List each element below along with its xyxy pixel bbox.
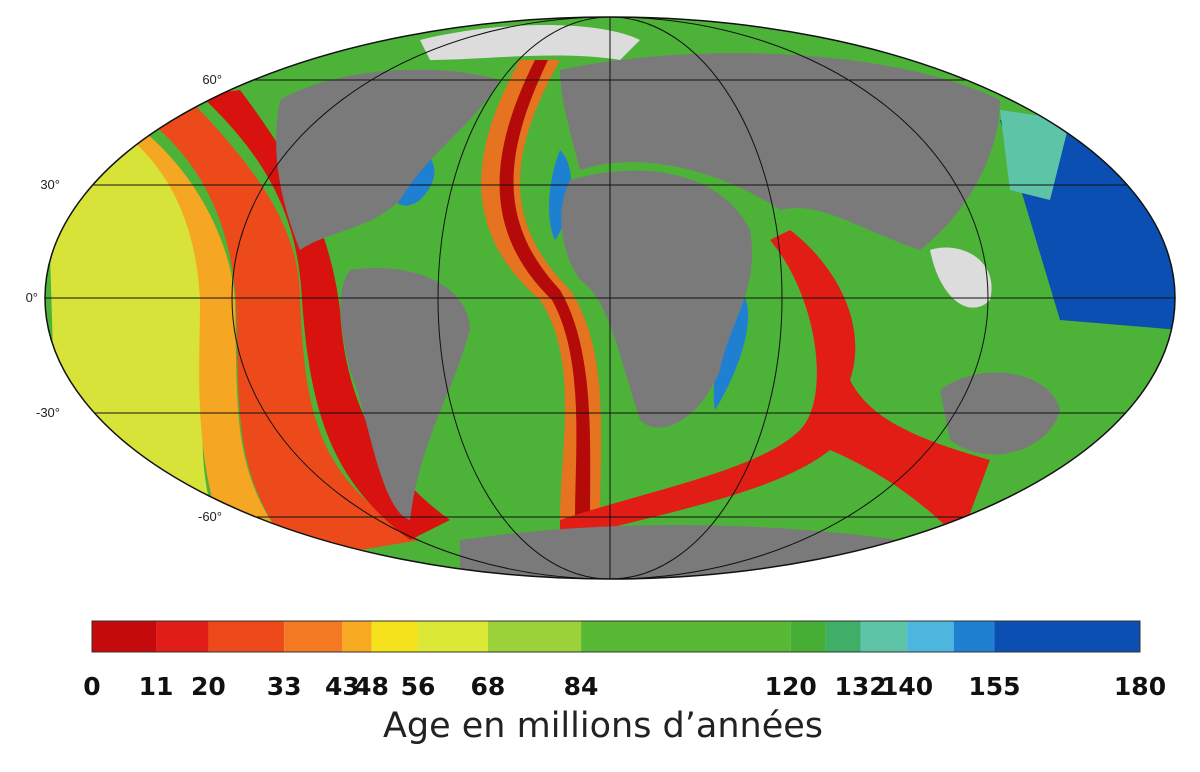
colorbar-tick-label: 132 [834, 672, 886, 701]
north-america [276, 69, 500, 250]
globe-outline [44, 16, 1176, 580]
meridian [437, 17, 783, 579]
colorbar-tick-label: 140 [881, 672, 933, 701]
band [60, 100, 300, 579]
ridge [499, 60, 591, 520]
colorbar-segment [953, 621, 995, 652]
australia [940, 372, 1060, 455]
colorbar-tick-label: 180 [1114, 672, 1166, 701]
colorbar-tick-label: 120 [765, 672, 817, 701]
latitude-label: 0° [26, 290, 38, 305]
colorbar-tick-label: 68 [471, 672, 506, 701]
colorbar-tick-label: 84 [564, 672, 599, 701]
colorbar-segment [342, 621, 372, 652]
ridge [560, 230, 990, 540]
colorbar-tick-label: 48 [354, 672, 389, 701]
band [120, 90, 420, 560]
south-america [340, 268, 470, 520]
latitude-labels: 60° 30° 0° -30° -60° [26, 72, 222, 524]
colorbar-segment [371, 621, 419, 652]
colorbar-segment [581, 621, 791, 652]
africa [561, 170, 753, 428]
eurasia [560, 53, 1000, 250]
graticule [45, 17, 1175, 579]
colorbar-tick-label: 56 [401, 672, 436, 701]
colorbar-frame [91, 620, 1141, 653]
shelves [420, 25, 992, 308]
colorbar-tick-label: 20 [191, 672, 226, 701]
colorbar-segment [825, 621, 861, 652]
shelf [420, 25, 640, 60]
world-map [45, 17, 1175, 579]
band [200, 90, 450, 540]
colorbar-segment [92, 621, 157, 652]
continents [276, 53, 1060, 579]
colorbar-segment [487, 621, 582, 652]
latitude-label: 30° [40, 177, 60, 192]
latitude-label: 60° [202, 72, 222, 87]
meridian [231, 17, 989, 579]
colorbar-segment [994, 621, 1140, 652]
latitude-label: -30° [36, 405, 60, 420]
old-crust [1000, 110, 1070, 200]
shelf [930, 247, 992, 308]
colorbar-label: Age en millions d’années [383, 706, 823, 746]
colorbar-segment [907, 621, 954, 652]
colorbar-segment [208, 621, 285, 652]
colorbar-tick-label: 155 [968, 672, 1020, 701]
latitude-label: -60° [198, 509, 222, 524]
colorbar-segment [860, 621, 908, 652]
colorbar-tick-label: 11 [139, 672, 174, 701]
colorbar-tick-label: 0 [83, 672, 100, 701]
colorbar-tick-label: 33 [267, 672, 302, 701]
colorbar-tick-label: 43 [325, 672, 360, 701]
colorbar-segment [284, 621, 343, 652]
old-crust [713, 290, 749, 410]
colorbar-segment [156, 621, 209, 652]
colorbar-segment [790, 621, 826, 652]
antarctica [460, 525, 900, 579]
colorbar-segment [418, 621, 488, 652]
